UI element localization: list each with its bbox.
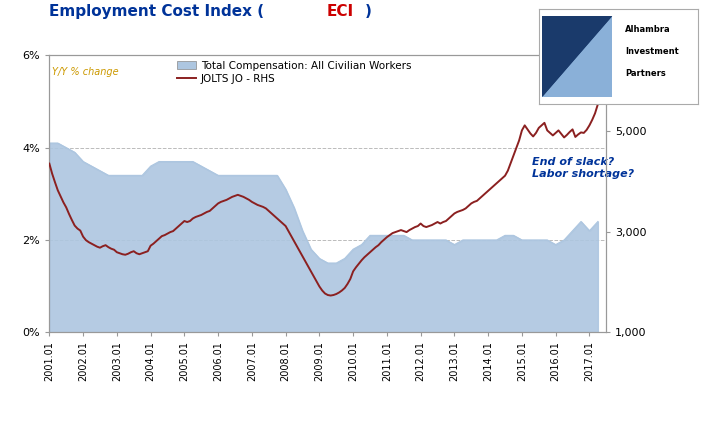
Legend: Total Compensation: All Civilian Workers, JOLTS JO - RHS: Total Compensation: All Civilian Workers… [177, 60, 412, 84]
Bar [543, 16, 612, 97]
Text: Alhambra: Alhambra [625, 25, 670, 34]
Text: Investment: Investment [625, 47, 679, 56]
Text: ECI: ECI [326, 4, 353, 20]
Text: Employment Cost Index (: Employment Cost Index ( [49, 4, 264, 20]
Text: Y/Y % change: Y/Y % change [52, 67, 118, 77]
Polygon shape [543, 16, 612, 97]
Text: End of slack?
Labor shortage?: End of slack? Labor shortage? [532, 157, 634, 178]
Polygon shape [543, 16, 612, 97]
Text: ): ) [365, 4, 372, 20]
Text: Partners: Partners [625, 69, 666, 78]
